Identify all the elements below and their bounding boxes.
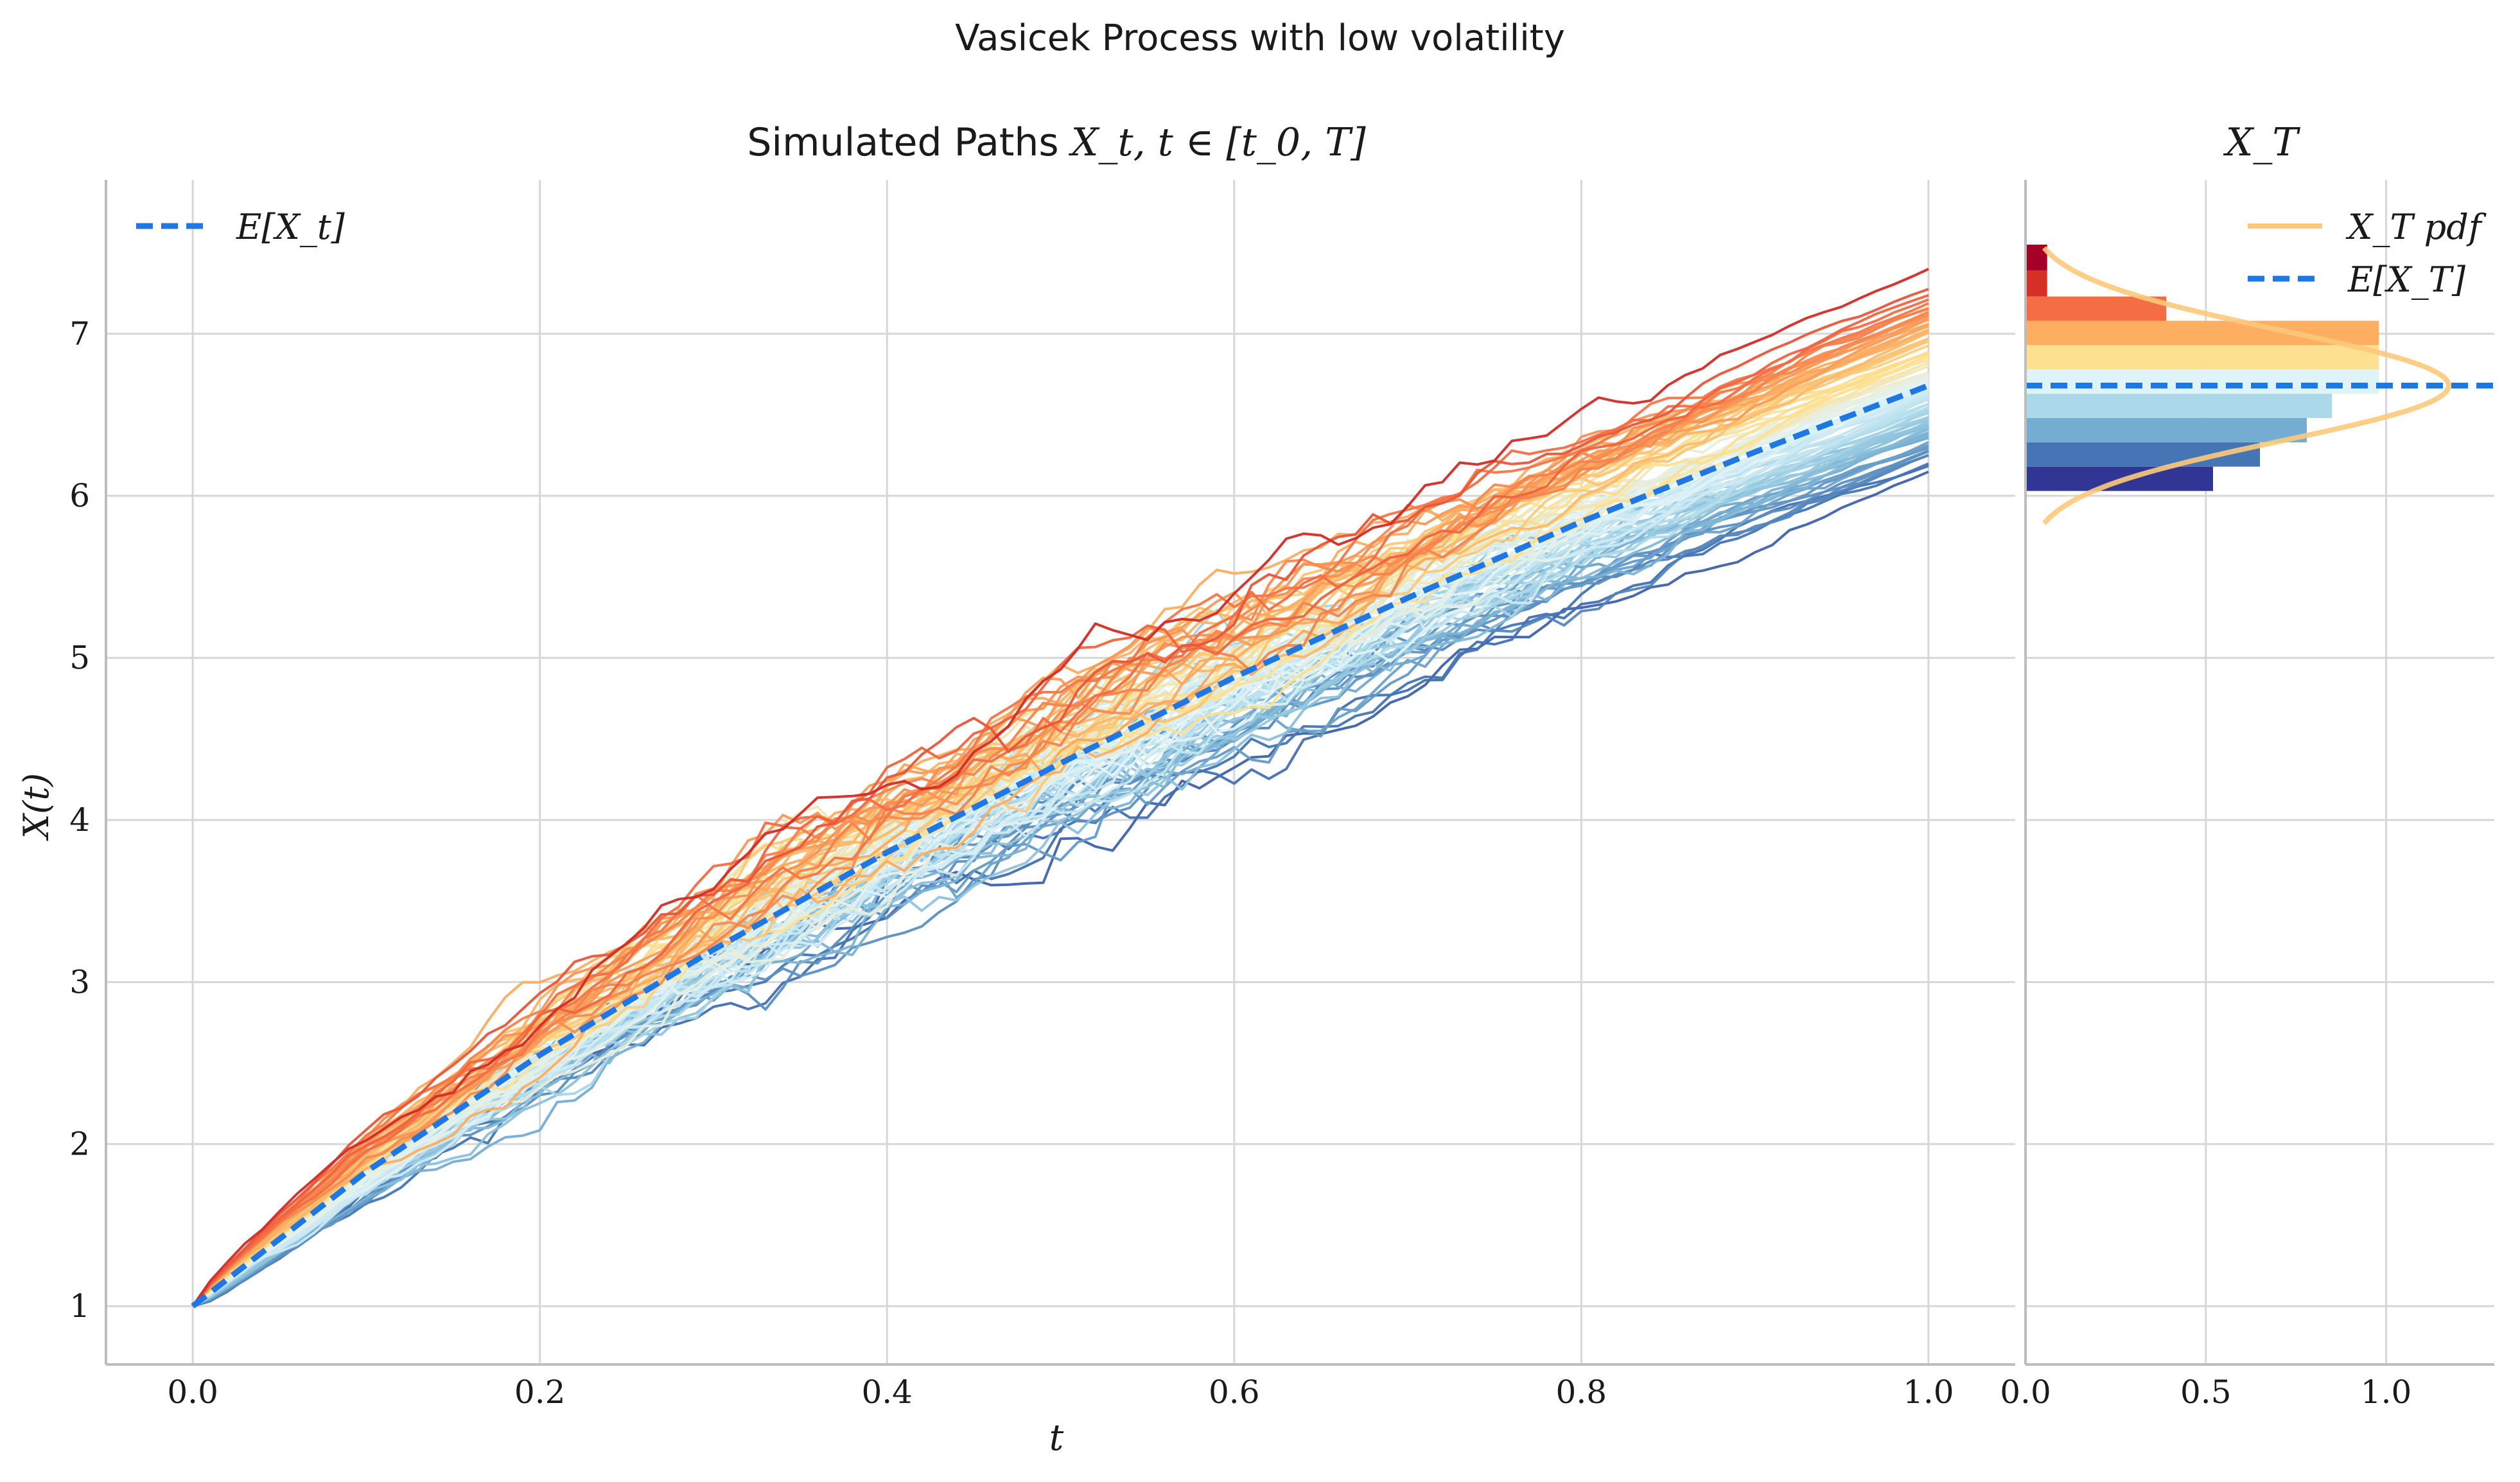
paths-title-prefix: Simulated Paths [747, 120, 1071, 165]
simulated-path [192, 464, 1929, 1308]
simulated-path [191, 307, 1929, 1307]
simulated-path [191, 268, 1929, 1307]
y-tick-label: 5 [69, 640, 90, 677]
expectation-line [191, 383, 1930, 1309]
x-tick-label: 0.8 [1556, 1373, 1607, 1411]
simulated-path [191, 288, 1929, 1307]
paths-axes [105, 180, 2015, 1366]
legend-expectation-label: E[X_t] [236, 207, 346, 247]
paths-tick-labels: 0.0 0.2 0.4 0.6 0.8 1.0 1 2 3 4 5 6 7 [69, 315, 1954, 1411]
paths-title-math: X_t, t ∈ [t_0, T] [1069, 120, 1366, 165]
x-tick-label: 0.5 [2180, 1373, 2232, 1411]
x-tick-label: 0.0 [2000, 1373, 2051, 1411]
terminal-tick-labels: 0.0 0.5 1.0 [2000, 1373, 2411, 1411]
y-tick-label: 3 [69, 963, 90, 1000]
x-tick-label: 1.0 [1903, 1373, 1954, 1411]
histogram-bar [2026, 296, 2166, 321]
expectation-series [191, 383, 1930, 1309]
terminal-title: X_T [2223, 120, 2301, 165]
x-axis-label: t [1049, 1417, 1064, 1459]
x-tick-label: 0.0 [167, 1373, 218, 1411]
simulated-path [191, 298, 1929, 1307]
y-axis-label: X(t) [16, 773, 57, 841]
x-tick-label: 1.0 [2361, 1373, 2412, 1411]
pdf-curve [2042, 246, 2451, 525]
y-tick-label: 2 [69, 1126, 90, 1163]
histogram-bar [2026, 270, 2047, 297]
x-tick-label: 0.4 [861, 1373, 913, 1411]
y-tick-label: 4 [69, 801, 90, 839]
terminal-legend: X_T pdf E[X_T] [2248, 207, 2487, 300]
terminal-pdf-series [2042, 246, 2451, 525]
figure-suptitle: Vasicek Process with low volatility [955, 17, 1565, 59]
simulated-path [191, 372, 1929, 1307]
y-tick-label: 1 [69, 1287, 90, 1325]
simulated-path [191, 302, 1929, 1307]
paths-title: Simulated Paths X_t, t ∈ [t_0, T] [747, 120, 1366, 165]
simulated-path [191, 294, 1929, 1307]
paths-legend: E[X_t] [136, 207, 346, 247]
legend-terminal-mean-label: E[X_T] [2347, 259, 2466, 300]
terminal-axes [2024, 180, 2494, 1366]
histogram-bar [2026, 394, 2332, 419]
y-tick-label: 6 [69, 477, 90, 514]
paths-panel: Simulated Paths X_t, t ∈ [t_0, T] 0.0 0.2… [16, 120, 2015, 1459]
x-tick-label: 0.6 [1209, 1373, 1260, 1411]
terminal-distribution-panel: X_T 0.0 0.5 1.0 X_T pdf E[X_T] [2000, 120, 2494, 1411]
histogram-bar [2026, 345, 2379, 370]
simulated-paths [191, 268, 1929, 1308]
y-tick-label: 7 [69, 315, 90, 353]
histogram-bar [2026, 369, 2379, 394]
x-tick-label: 0.2 [514, 1373, 566, 1411]
legend-pdf-label: X_T pdf [2345, 207, 2487, 247]
terminal-histogram [2026, 244, 2379, 491]
histogram-bar [2026, 418, 2307, 442]
